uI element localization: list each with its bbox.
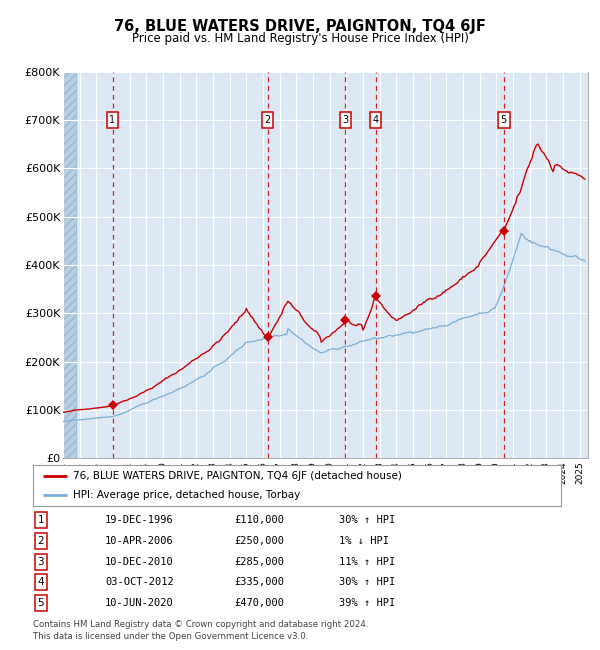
Text: 03-OCT-2012: 03-OCT-2012: [105, 577, 174, 588]
Text: £110,000: £110,000: [234, 515, 284, 525]
Text: 1: 1: [37, 515, 44, 525]
Text: £250,000: £250,000: [234, 536, 284, 546]
Text: 2: 2: [265, 115, 271, 125]
Text: Contains HM Land Registry data © Crown copyright and database right 2024.
This d: Contains HM Land Registry data © Crown c…: [33, 619, 368, 642]
Text: 10-DEC-2010: 10-DEC-2010: [105, 556, 174, 567]
Text: 3: 3: [37, 556, 44, 567]
Text: 39% ↑ HPI: 39% ↑ HPI: [339, 598, 395, 608]
Text: £470,000: £470,000: [234, 598, 284, 608]
Text: 3: 3: [342, 115, 349, 125]
Text: 19-DEC-1996: 19-DEC-1996: [105, 515, 174, 525]
Text: Price paid vs. HM Land Registry's House Price Index (HPI): Price paid vs. HM Land Registry's House …: [131, 32, 469, 45]
Text: 1: 1: [109, 115, 116, 125]
Text: 30% ↑ HPI: 30% ↑ HPI: [339, 515, 395, 525]
Text: 76, BLUE WATERS DRIVE, PAIGNTON, TQ4 6JF: 76, BLUE WATERS DRIVE, PAIGNTON, TQ4 6JF: [114, 18, 486, 34]
Text: 1% ↓ HPI: 1% ↓ HPI: [339, 536, 389, 546]
Text: 5: 5: [500, 115, 507, 125]
Text: 4: 4: [373, 115, 379, 125]
Text: 10-JUN-2020: 10-JUN-2020: [105, 598, 174, 608]
Text: 5: 5: [37, 598, 44, 608]
Text: 2: 2: [37, 536, 44, 546]
Text: 30% ↑ HPI: 30% ↑ HPI: [339, 577, 395, 588]
Text: £335,000: £335,000: [234, 577, 284, 588]
Text: HPI: Average price, detached house, Torbay: HPI: Average price, detached house, Torb…: [73, 490, 300, 500]
Text: 4: 4: [37, 577, 44, 588]
Text: 76, BLUE WATERS DRIVE, PAIGNTON, TQ4 6JF (detached house): 76, BLUE WATERS DRIVE, PAIGNTON, TQ4 6JF…: [73, 471, 401, 481]
Text: £285,000: £285,000: [234, 556, 284, 567]
Text: 10-APR-2006: 10-APR-2006: [105, 536, 174, 546]
Text: 11% ↑ HPI: 11% ↑ HPI: [339, 556, 395, 567]
